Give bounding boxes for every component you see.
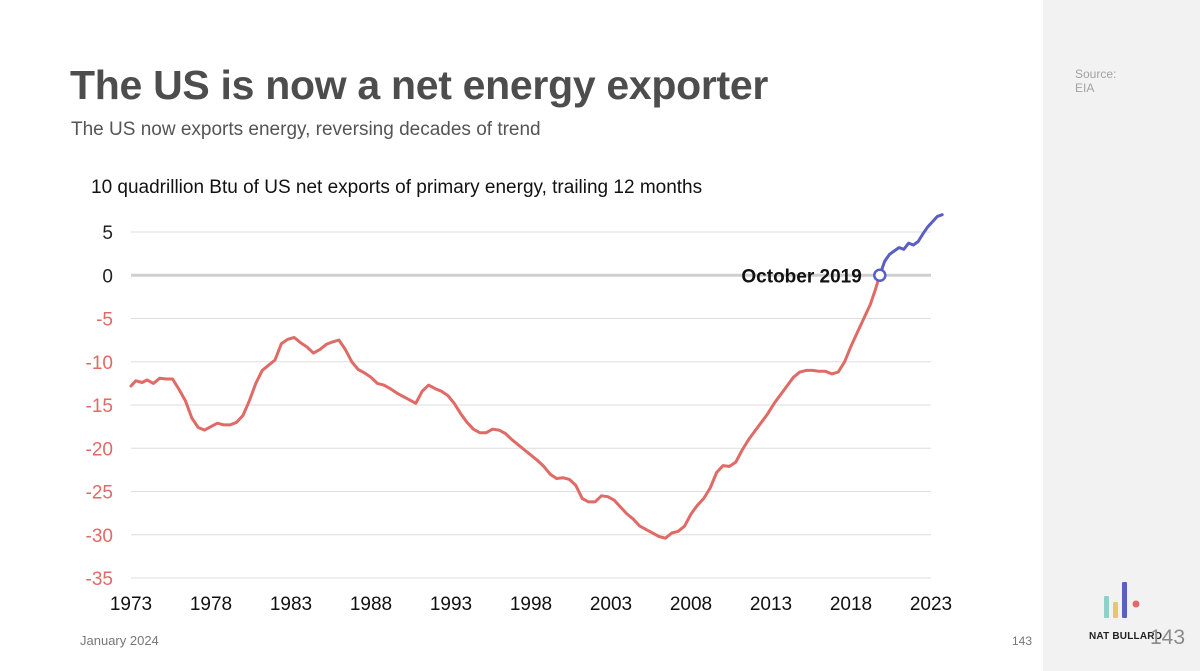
annotation-label: October 2019 — [741, 266, 861, 287]
source-label: Source: — [1075, 67, 1117, 81]
sidebar-panel — [1043, 0, 1200, 671]
x-tick-label: 1988 — [350, 594, 392, 615]
y-tick-label: 0 — [102, 266, 113, 287]
y-tick-label: -5 — [96, 310, 113, 331]
x-tick-label: 2008 — [670, 594, 712, 615]
source-note: Source: EIA — [1075, 67, 1116, 95]
source-value: EIA — [1075, 81, 1095, 95]
x-tick-label: 2013 — [750, 594, 792, 615]
annotation-marker — [873, 268, 887, 282]
brand-logo-icon — [1104, 582, 1140, 618]
x-tick-label: 1993 — [430, 594, 472, 615]
footer-page-number: 143 — [1012, 634, 1033, 648]
y-tick-label: -20 — [86, 439, 113, 460]
x-tick-label: 2018 — [830, 594, 872, 615]
y-tick-label: -15 — [86, 396, 113, 417]
x-tick-label: 2003 — [590, 594, 632, 615]
y-tick-label: -30 — [86, 526, 113, 547]
x-tick-label: 2023 — [910, 594, 952, 615]
y-tick-label: 5 — [102, 223, 113, 244]
page-title: The US is now a net energy exporter — [70, 62, 769, 108]
x-tick-label: 1998 — [510, 594, 552, 615]
page-subtitle: The US now exports energy, reversing dec… — [71, 119, 541, 140]
page-number-large: 143 — [1150, 626, 1186, 649]
y-tick-label: -35 — [86, 569, 113, 590]
x-tick-label: 1983 — [270, 594, 312, 615]
brand-name: NAT BULLARD — [1089, 631, 1163, 642]
y-tick-label: -25 — [86, 483, 113, 504]
chart-subtitle: 10 quadrillion Btu of US net exports of … — [91, 177, 703, 198]
x-tick-label: 1978 — [190, 594, 232, 615]
y-tick-label: -10 — [86, 353, 113, 374]
series-line-positive — [878, 213, 944, 277]
series-line-negative — [129, 273, 882, 540]
footer-date: January 2024 — [80, 633, 159, 648]
line-chart: 5 0 -5 -10 -15 -20 -25 -30 -35 1973 1978 1983 1988 19… — [86, 213, 952, 615]
x-tick-label: 1973 — [110, 594, 152, 615]
